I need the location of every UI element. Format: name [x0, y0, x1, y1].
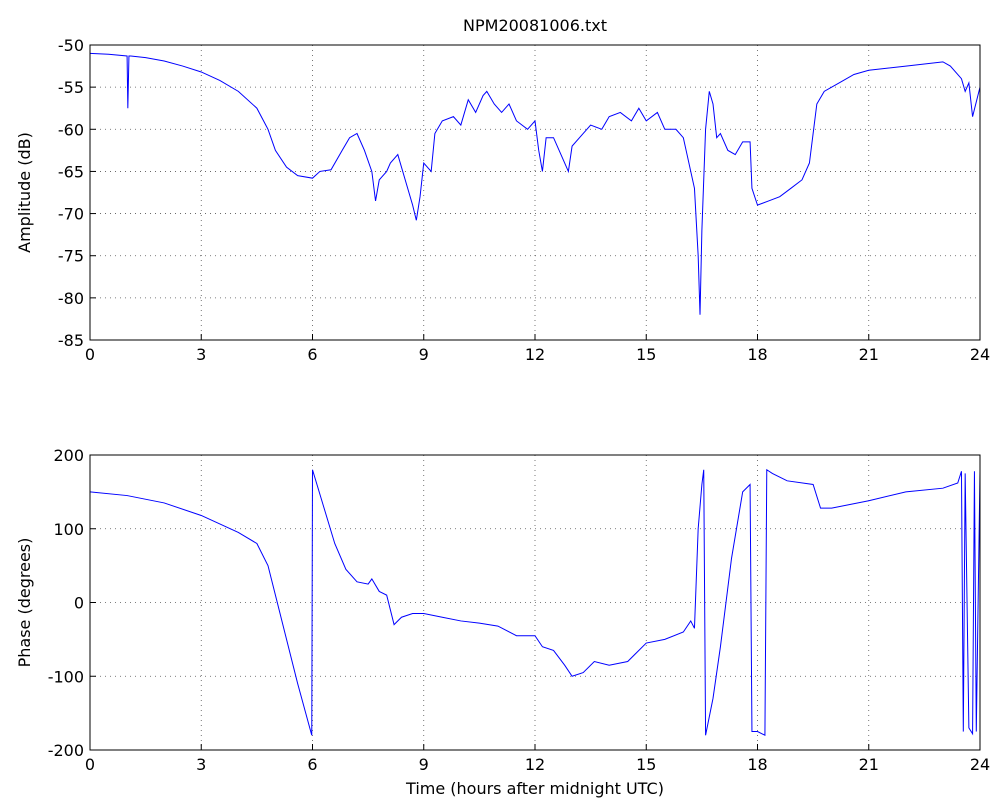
x-tick-label: 0	[85, 755, 95, 774]
y-tick-label: -75	[58, 247, 84, 266]
x-tick-label: 6	[307, 345, 317, 364]
y-tick-label: -55	[58, 78, 84, 97]
x-tick-label: 12	[525, 755, 545, 774]
x-tick-label: 21	[859, 755, 879, 774]
y-tick-label: 200	[53, 446, 84, 465]
y-tick-label: 100	[53, 520, 84, 539]
x-tick-label: 0	[85, 345, 95, 364]
x-tick-label: 15	[636, 755, 656, 774]
y-tick-label: -50	[58, 36, 84, 55]
x-tick-label: 9	[419, 755, 429, 774]
y-tick-label: -70	[58, 205, 84, 224]
y-tick-label: -80	[58, 289, 84, 308]
x-tick-label: 18	[747, 755, 767, 774]
x-tick-label: 24	[970, 755, 990, 774]
x-tick-label: 21	[859, 345, 879, 364]
x-tick-label: 15	[636, 345, 656, 364]
y-tick-label: -85	[58, 331, 84, 350]
x-tick-label: 6	[307, 755, 317, 774]
x-axis-label: Time (hours after midnight UTC)	[405, 779, 664, 798]
y-tick-label: -60	[58, 120, 84, 139]
plot-frame	[89, 454, 981, 751]
x-tick-label: 9	[419, 345, 429, 364]
data-line	[89, 52, 981, 315]
y-tick-label: -65	[58, 162, 84, 181]
y-axis-label: Amplitude (dB)	[15, 132, 34, 253]
chart-title: NPM20081006.txt	[463, 16, 607, 35]
y-axis-label: Phase (degrees)	[15, 538, 34, 668]
x-tick-label: 3	[196, 755, 206, 774]
x-tick-label: 24	[970, 345, 990, 364]
data-line	[89, 468, 981, 737]
y-tick-label: -200	[48, 741, 84, 760]
x-tick-label: 18	[747, 345, 767, 364]
y-tick-label: 0	[74, 594, 84, 613]
y-tick-label: -100	[48, 667, 84, 686]
x-tick-label: 3	[196, 345, 206, 364]
plot-frame	[89, 44, 981, 341]
x-tick-label: 12	[525, 345, 545, 364]
